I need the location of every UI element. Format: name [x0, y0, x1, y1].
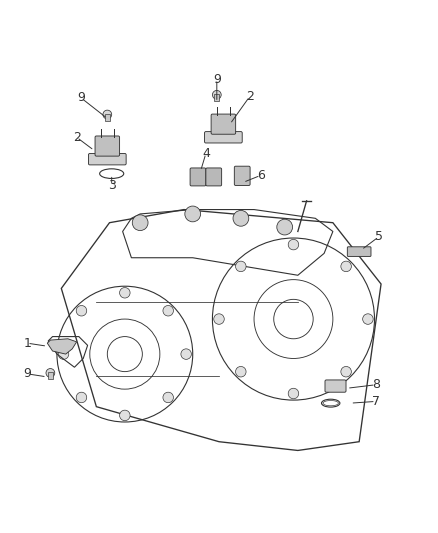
Text: 9: 9	[77, 91, 85, 104]
Circle shape	[233, 211, 249, 226]
Text: 7: 7	[372, 395, 380, 408]
FancyBboxPatch shape	[48, 372, 53, 379]
Text: 9: 9	[213, 72, 221, 85]
FancyBboxPatch shape	[88, 154, 126, 165]
Circle shape	[46, 368, 55, 377]
FancyBboxPatch shape	[105, 114, 110, 120]
Polygon shape	[47, 339, 77, 354]
Circle shape	[341, 261, 351, 272]
Circle shape	[163, 305, 173, 316]
Text: 6: 6	[257, 169, 265, 182]
Circle shape	[76, 305, 87, 316]
Circle shape	[363, 314, 373, 324]
Text: 2: 2	[246, 90, 254, 103]
Circle shape	[288, 388, 299, 399]
Text: 8: 8	[372, 378, 380, 391]
FancyBboxPatch shape	[325, 380, 346, 392]
Circle shape	[277, 219, 293, 235]
Circle shape	[76, 392, 87, 403]
FancyBboxPatch shape	[234, 166, 250, 185]
Circle shape	[341, 367, 351, 377]
FancyBboxPatch shape	[206, 168, 222, 186]
Circle shape	[120, 410, 130, 421]
Circle shape	[236, 261, 246, 272]
Text: 4: 4	[202, 147, 210, 160]
Circle shape	[132, 215, 148, 231]
Circle shape	[103, 110, 112, 119]
FancyBboxPatch shape	[214, 94, 219, 101]
Text: 5: 5	[375, 230, 383, 243]
Text: 9: 9	[23, 367, 31, 381]
Circle shape	[288, 239, 299, 250]
Circle shape	[212, 91, 221, 99]
Circle shape	[214, 314, 224, 324]
Text: 1: 1	[23, 337, 31, 350]
FancyBboxPatch shape	[205, 132, 242, 143]
Text: 3: 3	[108, 179, 116, 192]
Circle shape	[185, 206, 201, 222]
Circle shape	[163, 392, 173, 403]
Circle shape	[236, 367, 246, 377]
Circle shape	[181, 349, 191, 359]
Text: 2: 2	[73, 131, 81, 144]
FancyBboxPatch shape	[190, 168, 206, 186]
FancyBboxPatch shape	[211, 114, 236, 134]
FancyBboxPatch shape	[95, 136, 120, 156]
FancyBboxPatch shape	[347, 247, 371, 256]
Circle shape	[120, 287, 130, 298]
Circle shape	[58, 349, 69, 359]
